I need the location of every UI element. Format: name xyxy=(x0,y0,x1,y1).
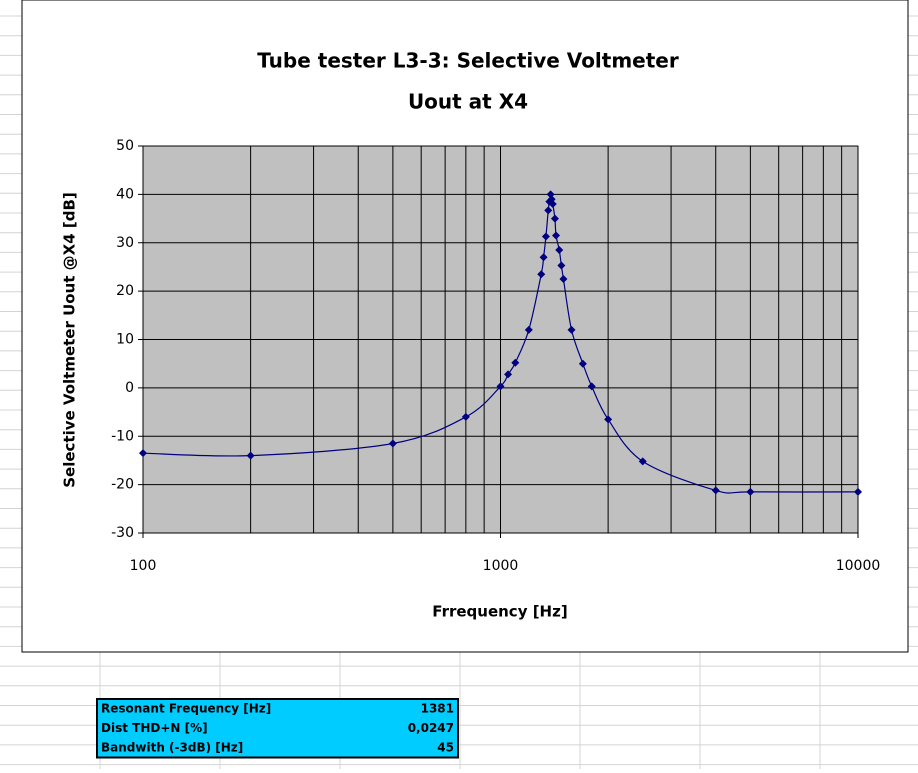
y-tick-label: -20 xyxy=(111,477,134,493)
data-point xyxy=(587,382,596,391)
data-point xyxy=(541,232,550,241)
y-tick-label: 40 xyxy=(116,186,134,202)
chart-subtitle: Uout at X4 xyxy=(408,90,528,114)
table-value: 45 xyxy=(437,740,454,754)
y-axis-label: Selective Voltmeter Uout @X4 [dB] xyxy=(61,192,79,488)
table-label: Dist THD+N [%] xyxy=(101,721,208,735)
y-tick-label: -30 xyxy=(111,525,134,541)
data-point xyxy=(537,270,546,279)
table-value: 1381 xyxy=(421,701,454,715)
data-point xyxy=(746,487,755,496)
data-point xyxy=(539,253,548,262)
x-tick-label: 100 xyxy=(130,558,157,574)
data-point xyxy=(504,370,513,379)
data-point xyxy=(559,275,568,284)
x-axis-label: Frrequency [Hz] xyxy=(432,603,567,621)
data-point xyxy=(638,457,647,466)
y-tick-label: 30 xyxy=(116,235,134,251)
data-point xyxy=(544,206,553,215)
y-tick-label: 50 xyxy=(116,138,134,154)
data-point xyxy=(604,415,613,424)
data-point xyxy=(461,412,470,421)
x-tick-label: 10000 xyxy=(836,558,881,574)
y-tick-label: 0 xyxy=(125,380,134,396)
data-point xyxy=(496,382,505,391)
data-point xyxy=(557,261,566,270)
data-point xyxy=(711,486,720,495)
data-point xyxy=(246,451,255,460)
data-point xyxy=(139,449,147,458)
data-point xyxy=(555,246,564,255)
data-point xyxy=(578,359,587,368)
y-tick-label: 10 xyxy=(116,332,134,348)
table-label: Resonant Frequency [Hz] xyxy=(101,701,271,715)
table-label: Bandwith (-3dB) [Hz] xyxy=(101,740,243,754)
data-point xyxy=(524,325,533,334)
data-point xyxy=(567,325,576,334)
x-tick-label: 1000 xyxy=(483,558,519,574)
table-value: 0,0247 xyxy=(408,721,454,735)
data-point xyxy=(854,487,862,496)
y-tick-label: -10 xyxy=(111,428,134,444)
data-point xyxy=(550,214,559,223)
data-point xyxy=(511,358,520,367)
data-point xyxy=(548,200,557,209)
data-point xyxy=(552,231,561,240)
info-table xyxy=(96,698,459,759)
y-tick-label: 20 xyxy=(116,283,134,299)
data-point xyxy=(388,439,397,448)
chart-title: Tube tester L3-3: Selective Voltmeter xyxy=(257,49,679,73)
